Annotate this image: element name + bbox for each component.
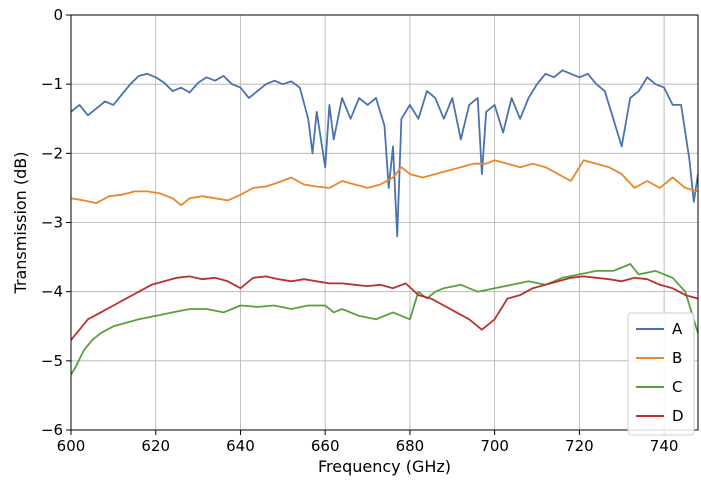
x-tick-label: 700 xyxy=(480,437,509,455)
y-tick-label: −1 xyxy=(41,75,63,93)
series-line-a xyxy=(71,69,698,238)
series-line-c xyxy=(71,263,698,376)
legend-label: B xyxy=(672,349,682,367)
legend-box xyxy=(627,312,695,436)
series-line-d xyxy=(71,275,698,341)
y-tick-label: 0 xyxy=(53,6,63,24)
y-axis-label: Transmission (dB) xyxy=(11,151,30,294)
legend-label: D xyxy=(672,407,684,425)
ticks: 600 620 640 660 680 700 720 740 0 −1 −2 −3 −4 −5 −6 xyxy=(41,6,679,455)
x-tick-label: 680 xyxy=(396,437,425,455)
x-axis-label: Frequency (GHz) xyxy=(318,457,451,476)
y-tick-label: −4 xyxy=(41,283,63,301)
legend-label: C xyxy=(672,378,682,396)
series-line-b xyxy=(71,159,698,207)
x-tick-label: 640 xyxy=(226,437,255,455)
x-tick-label: 740 xyxy=(650,437,679,455)
grid xyxy=(70,14,698,431)
series-layer xyxy=(71,69,698,376)
y-tick-label: −5 xyxy=(41,352,63,370)
y-tick-label: −2 xyxy=(41,144,63,162)
x-tick-label: 600 xyxy=(57,437,86,455)
x-tick-label: 620 xyxy=(141,437,170,455)
x-tick-label: 720 xyxy=(565,437,594,455)
legend-label: A xyxy=(672,320,683,338)
y-tick-label: −3 xyxy=(41,214,63,232)
x-tick-label: 660 xyxy=(311,437,340,455)
y-tick-label: −6 xyxy=(41,421,63,439)
